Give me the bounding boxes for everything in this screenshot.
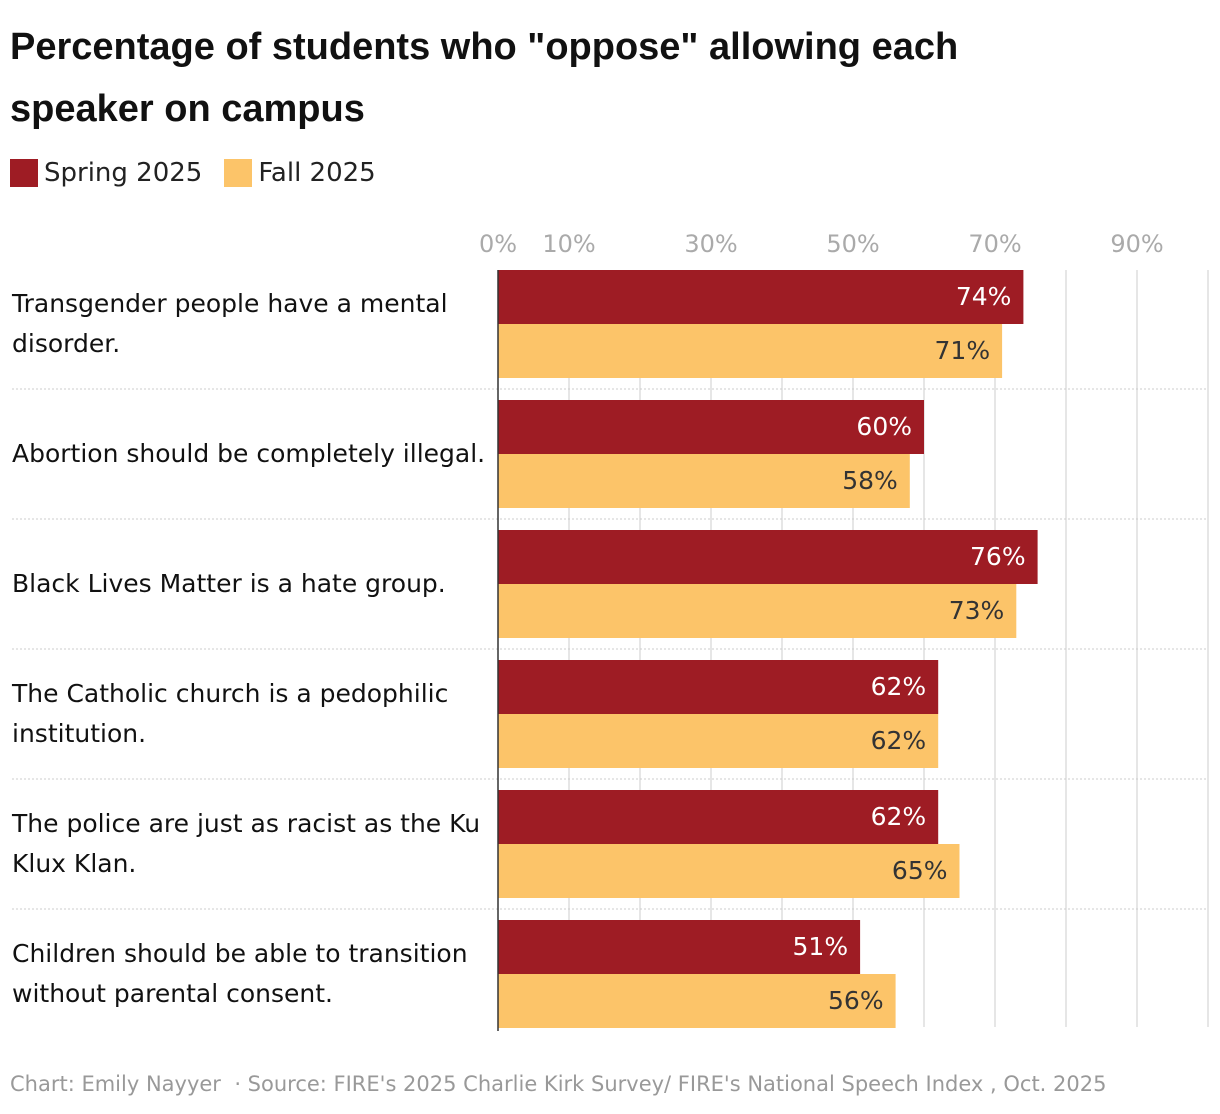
bar xyxy=(498,530,1038,584)
legend-swatch xyxy=(224,159,253,187)
bar xyxy=(498,920,861,974)
category-label: Abortion should be completely illegal. xyxy=(12,439,486,468)
source: · Source: FIRE's 2025 Charlie Kirk Surve… xyxy=(234,1072,1107,1096)
category-label: Children should be able to transition wi… xyxy=(12,939,468,1008)
chart-title: Percentage of students who "oppose" allo… xyxy=(10,26,959,130)
legend-item: Fall 2025 xyxy=(224,158,376,188)
value-label: 71% xyxy=(935,336,991,365)
category-label: The Catholic church is a pedophilic inst… xyxy=(12,679,449,748)
bar xyxy=(498,844,960,898)
value-label: 74% xyxy=(956,282,1012,311)
legend-swatch xyxy=(10,159,38,187)
bar xyxy=(498,790,939,844)
bar xyxy=(498,660,939,714)
value-label: 62% xyxy=(871,672,927,701)
legend-item: Spring 2025 xyxy=(10,158,202,188)
legend-label: Spring 2025 xyxy=(44,158,203,188)
legend: Spring 2025 Fall 2025 xyxy=(10,158,376,188)
bar xyxy=(498,974,896,1028)
bar xyxy=(498,270,1024,324)
x-tick-label: 50% xyxy=(826,230,879,258)
value-label: 62% xyxy=(871,802,927,831)
credit: Chart: Emily Nayyer xyxy=(10,1072,221,1096)
bar xyxy=(498,584,1017,638)
value-label: 73% xyxy=(949,596,1005,625)
bar xyxy=(498,714,939,768)
x-tick-label: 10% xyxy=(542,230,595,258)
value-label: 62% xyxy=(871,726,927,755)
x-tick-label: 0% xyxy=(479,230,517,258)
value-label: 56% xyxy=(828,986,884,1015)
bar xyxy=(498,324,1003,378)
x-tick-label: 70% xyxy=(968,230,1021,258)
x-tick-label: 90% xyxy=(1110,230,1163,258)
footer: Chart: Emily Nayyer · Source: FIRE's 202… xyxy=(10,1072,1106,1096)
category-label: The police are just as racist as the Ku … xyxy=(12,809,481,878)
category-label: Transgender people have a mental disorde… xyxy=(12,289,448,358)
bar xyxy=(498,400,924,454)
category-label: Black Lives Matter is a hate group. xyxy=(12,569,446,598)
x-tick-label: 30% xyxy=(684,230,737,258)
bar xyxy=(498,454,910,508)
value-label: 76% xyxy=(970,542,1026,571)
value-label: 58% xyxy=(842,466,898,495)
value-label: 60% xyxy=(856,412,912,441)
value-label: 65% xyxy=(892,856,948,885)
value-label: 51% xyxy=(793,932,849,961)
legend-label: Fall 2025 xyxy=(258,158,376,188)
